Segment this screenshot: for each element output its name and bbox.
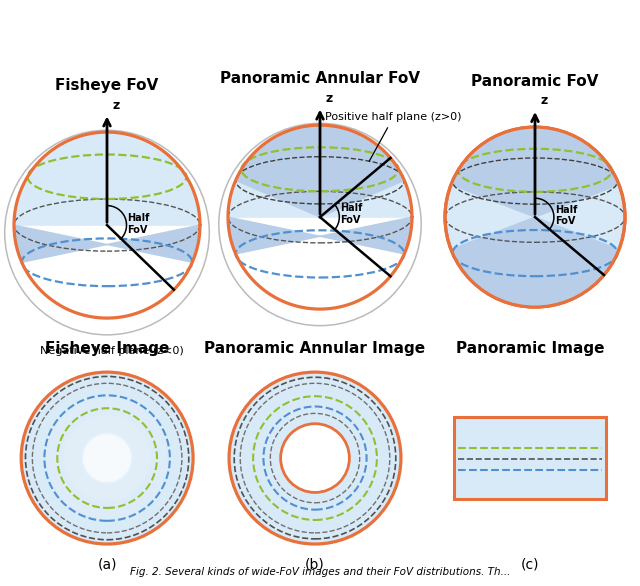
Circle shape: [229, 372, 401, 544]
Text: Half
FoV: Half FoV: [340, 203, 363, 224]
Text: Panoramic Annular Image: Panoramic Annular Image: [204, 341, 426, 356]
Text: (a): (a): [97, 557, 117, 571]
Text: Panoramic Annular FoV: Panoramic Annular FoV: [220, 71, 420, 87]
Text: Half
FoV: Half FoV: [555, 205, 577, 226]
Circle shape: [280, 424, 349, 492]
Text: z: z: [540, 94, 548, 107]
Polygon shape: [236, 125, 404, 217]
Bar: [454, 417, 606, 499]
Text: Fisheye Image: Fisheye Image: [45, 341, 170, 356]
Circle shape: [21, 372, 193, 544]
Circle shape: [34, 385, 180, 531]
Text: Fisheye FoV: Fisheye FoV: [56, 78, 159, 93]
Text: (b): (b): [305, 557, 325, 571]
Text: z: z: [113, 98, 120, 112]
Polygon shape: [14, 132, 200, 225]
Polygon shape: [228, 217, 412, 254]
Circle shape: [445, 127, 625, 307]
Circle shape: [83, 434, 131, 482]
Circle shape: [47, 398, 167, 518]
Text: (c): (c): [520, 557, 539, 571]
Text: Panoramic FoV: Panoramic FoV: [471, 74, 598, 89]
Polygon shape: [451, 127, 619, 307]
Text: z: z: [326, 92, 333, 105]
Text: Fig. 2. Several kinds of wide-FoV images and their FoV distributions. Th...: Fig. 2. Several kinds of wide-FoV images…: [130, 567, 510, 577]
Circle shape: [81, 432, 133, 484]
Text: Half
FoV: Half FoV: [127, 213, 150, 234]
Text: Positive half plane (z>0): Positive half plane (z>0): [325, 113, 461, 161]
Polygon shape: [228, 125, 412, 217]
Polygon shape: [14, 225, 200, 263]
Text: Negative half plane (z<0): Negative half plane (z<0): [40, 346, 184, 356]
Text: Panoramic Image: Panoramic Image: [456, 341, 604, 356]
Circle shape: [64, 415, 150, 501]
